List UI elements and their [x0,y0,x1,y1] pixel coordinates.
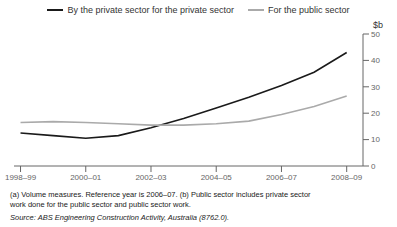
svg-text:2002–03: 2002–03 [135,173,167,182]
svg-text:2000–01: 2000–01 [70,173,102,182]
svg-text:20: 20 [371,109,380,118]
svg-text:2006–07: 2006–07 [266,173,298,182]
html-text:work done for the public secto: work done for the public sector and publ… [10,200,191,209]
svg-text:1998–99: 1998–99 [8,173,37,182]
html-text:For the public sector: For the public sector [268,5,350,15]
html-text:By the private sector for the: By the private sector for the private se… [67,5,234,15]
svg-text:$b: $b [373,20,383,30]
svg-text:40: 40 [371,56,380,65]
html-text:Source: ABS Engineering Constr: Source: ABS Engineering Construction Act… [10,213,230,222]
html-text:(a) Volume measures. Reference: (a) Volume measures. Reference year is 2… [10,190,311,199]
svg-text:50: 50 [371,30,380,39]
svg-text:0: 0 [371,162,376,171]
svg-text:2004–05: 2004–05 [201,173,233,182]
svg-text:30: 30 [371,83,380,92]
svg-text:2008–09: 2008–09 [331,173,363,182]
svg-text:10: 10 [371,135,380,144]
